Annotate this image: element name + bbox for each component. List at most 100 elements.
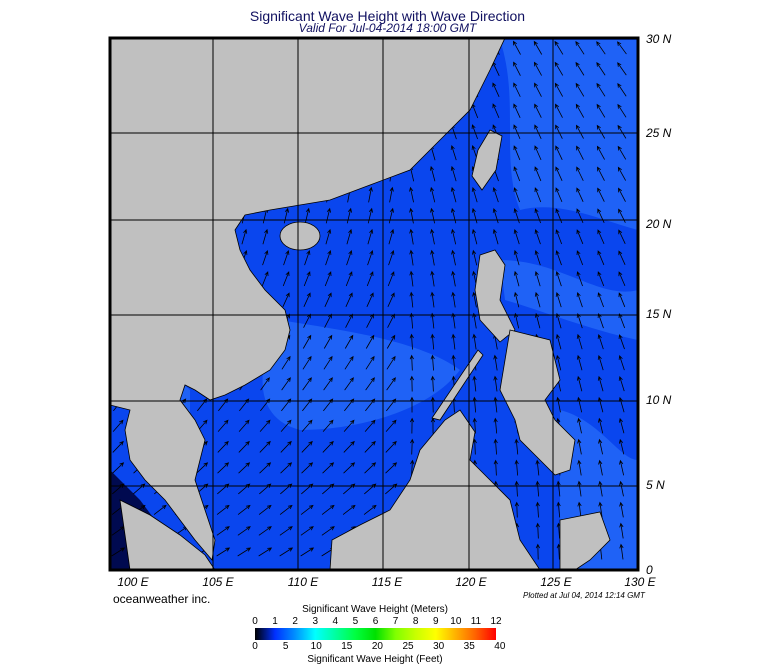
wave-direction-arrow	[281, 377, 291, 391]
wave-direction-arrow	[596, 103, 606, 118]
land	[110, 38, 611, 570]
wave-direction-arrow	[283, 207, 289, 224]
wave-direction-arrow	[493, 417, 498, 434]
wave-direction-arrow	[471, 186, 478, 203]
wave-direction-arrow	[576, 229, 584, 245]
wave-direction-arrow	[342, 504, 356, 515]
wave-direction-arrow	[409, 270, 414, 287]
wave-direction-arrow	[451, 291, 456, 308]
wave-direction-arrow	[343, 462, 356, 474]
wave-direction-arrow	[409, 375, 415, 392]
wave-direction-arrow	[387, 313, 395, 328]
wave-direction-arrow	[598, 438, 603, 455]
wave-direction-arrow	[472, 375, 477, 392]
wave-direction-arrow	[259, 462, 272, 474]
lon-label: 105 E	[202, 575, 234, 589]
wave-direction-arrow	[472, 396, 477, 413]
land-visayas-mindanao	[499, 329, 576, 476]
wave-direction-arrow	[430, 375, 435, 392]
wave-direction-arrow	[450, 144, 457, 161]
wave-direction-arrow	[619, 480, 624, 497]
wave-direction-arrow	[514, 312, 520, 329]
lon-label: 125 E	[540, 575, 572, 589]
wave-direction-arrow	[617, 103, 627, 118]
wave-direction-arrow	[555, 208, 563, 224]
colorbar-title-meters: Significant Wave Height (Meters)	[302, 604, 448, 615]
wave-direction-arrow	[302, 334, 312, 349]
wave-direction-arrow	[472, 291, 477, 308]
wave-direction-arrow	[493, 396, 498, 413]
wave-direction-arrow	[344, 355, 354, 370]
wave-direction-arrow	[598, 480, 603, 497]
wave-direction-arrow	[388, 250, 395, 266]
wave-direction-arrow	[237, 526, 251, 536]
wave-direction-arrow	[534, 312, 541, 329]
wave-direction-arrow	[325, 250, 332, 266]
wave-direction-arrow	[364, 462, 377, 474]
wave-direction-arrow	[258, 526, 272, 536]
wave-direction-arrow	[576, 124, 584, 139]
wave-direction-arrow	[365, 334, 375, 349]
wave-direction-arrow	[451, 228, 457, 245]
wave-direction-arrow	[514, 501, 519, 518]
colorbar-tick-meters: 3	[312, 616, 319, 627]
colorbar-tick-feet: 20	[371, 641, 383, 652]
wave-direction-arrow	[596, 41, 606, 55]
wave-direction-arrow	[597, 229, 605, 245]
wave-direction-arrow	[535, 543, 540, 560]
wave-direction-arrow	[555, 291, 562, 308]
wave-direction-arrow	[534, 145, 542, 161]
wave-direction-arrow	[618, 250, 626, 265]
wave-direction-arrow	[577, 396, 583, 413]
wave-direction-arrow	[366, 271, 374, 287]
wave-direction-arrow	[304, 207, 310, 224]
wave-direction-arrow	[241, 228, 248, 245]
wave-direction-arrow	[597, 250, 605, 266]
wave-direction-arrow	[324, 271, 332, 287]
wave-direction-arrow	[618, 313, 626, 329]
wave-direction-arrow	[533, 40, 543, 55]
wave-direction-arrow	[617, 83, 627, 97]
wave-direction-arrow	[513, 166, 521, 182]
wave-direction-arrow	[471, 207, 478, 224]
wave-direction-arrow	[513, 145, 521, 161]
wave-direction-arrow	[279, 526, 293, 536]
wave-direction-arrow	[556, 501, 561, 518]
lat-label: 20 N	[646, 217, 672, 231]
wave-direction-arrow	[535, 459, 540, 476]
colorbar-tick-feet: 30	[433, 641, 445, 652]
wave-direction-arrow	[321, 504, 335, 515]
wave-direction-arrow	[410, 438, 415, 455]
land-luzon	[474, 249, 516, 343]
colorbar-tick-meters: 0	[252, 616, 258, 627]
wave-direction-arrow	[430, 291, 435, 308]
wave-direction-arrow	[279, 504, 293, 515]
wave-direction-arrow	[409, 396, 415, 413]
wave-direction-arrow	[409, 417, 415, 434]
wave-direction-arrow	[196, 462, 209, 474]
wave-direction-arrow	[555, 166, 563, 181]
wave-direction-arrow	[259, 419, 271, 432]
wave-direction-arrow	[258, 547, 273, 557]
wave-direction-arrow	[534, 249, 541, 266]
lat-label: 30 N	[646, 32, 672, 46]
wave-direction-arrow	[450, 186, 457, 203]
wave-direction-arrow	[534, 229, 541, 245]
wave-direction-arrow	[575, 103, 585, 118]
wave-direction-arrow	[577, 480, 582, 497]
colorbar-tick-feet: 15	[341, 641, 353, 652]
wave-direction-arrow	[409, 186, 414, 203]
land-asia-mainland	[110, 38, 506, 561]
wave-direction-arrow	[514, 459, 519, 476]
wave-direction-arrow	[534, 291, 541, 308]
wave-direction-arrow	[345, 271, 353, 287]
wave-direction-arrow	[617, 166, 626, 181]
lon-label: 110 E	[287, 575, 319, 589]
wave-direction-arrow	[324, 292, 332, 307]
wave-direction-arrow	[367, 228, 374, 245]
wave-direction-arrow	[429, 165, 436, 182]
wave-direction-arrow	[596, 82, 606, 97]
wave-direction-arrow	[472, 417, 477, 434]
land-taiwan	[471, 129, 503, 191]
wave-direction-arrow	[513, 103, 521, 118]
